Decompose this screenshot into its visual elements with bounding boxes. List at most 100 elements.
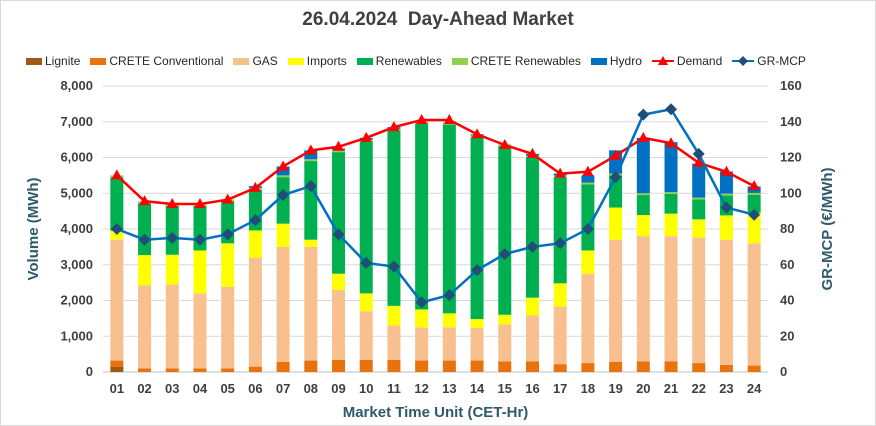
- x-tick-label: 12: [414, 381, 428, 396]
- legend-label: Hydro: [609, 54, 642, 68]
- x-tick-label: 13: [442, 381, 456, 396]
- legend-swatch: [590, 57, 607, 65]
- bar-renewables: [553, 177, 567, 284]
- bar-crete-conventional: [442, 360, 456, 372]
- x-tick-label: 21: [664, 381, 678, 396]
- bar-gas: [248, 257, 262, 367]
- bar-imports: [747, 212, 761, 244]
- marker-demand: [637, 131, 649, 142]
- marker-demand: [388, 121, 400, 132]
- bar-renewables: [498, 146, 512, 315]
- bar-crete-conventional: [304, 360, 318, 372]
- legend-item-hydro: Hydro: [590, 54, 642, 68]
- marker-gr-mcp: [387, 260, 400, 273]
- y2-axis-title: GR-MCP (€/MWh): [819, 167, 836, 290]
- bar-renewables: [332, 152, 346, 274]
- bar-hydro: [276, 166, 290, 176]
- bar-crete-renewables: [332, 150, 346, 153]
- bar-gas: [553, 306, 567, 365]
- marker-gr-mcp: [692, 147, 705, 160]
- bar-crete-conventional: [609, 361, 623, 372]
- bar-gas: [332, 289, 346, 360]
- bar-imports: [719, 215, 733, 240]
- bar-renewables: [664, 193, 678, 214]
- legend-label: CRETE Conventional: [109, 54, 224, 68]
- x-tick-label: 14: [470, 381, 485, 396]
- y-tick-label: 0: [86, 364, 93, 379]
- bar-renewables: [692, 199, 706, 220]
- marker-gr-mcp: [193, 233, 206, 246]
- bar-crete-conventional: [664, 361, 678, 372]
- legend-swatch: [90, 57, 107, 65]
- x-tick-label: 04: [193, 381, 208, 396]
- bar-crete-renewables: [719, 193, 733, 196]
- bar-crete-conventional: [719, 364, 733, 372]
- bar-crete-conventional: [138, 368, 152, 372]
- marker-gr-mcp: [415, 296, 428, 309]
- marker-gr-mcp: [526, 240, 539, 253]
- marker-gr-mcp: [665, 103, 678, 116]
- bar-imports: [498, 314, 512, 325]
- bar-imports: [525, 297, 539, 316]
- bar-imports: [387, 305, 401, 326]
- legend-label: GR-MCP: [757, 54, 806, 68]
- bar-renewables: [636, 195, 650, 216]
- bar-crete-conventional: [248, 366, 262, 372]
- marker-gr-mcp: [748, 208, 761, 221]
- marker-demand: [665, 137, 677, 148]
- bar-gas: [664, 236, 678, 362]
- legend-swatch: [287, 57, 304, 65]
- bar-gas: [415, 327, 429, 361]
- bar-hydro: [581, 175, 595, 183]
- legend-label: CRETE Renewables: [470, 54, 581, 68]
- bar-hydro: [664, 142, 678, 193]
- bar-renewables: [359, 141, 373, 294]
- legend-item-gas: GAS: [233, 54, 278, 68]
- marker-demand: [610, 149, 622, 160]
- bar-renewables: [747, 194, 761, 213]
- bar-gas: [387, 325, 401, 360]
- bar-crete-renewables: [636, 193, 650, 196]
- bar-imports: [636, 215, 650, 237]
- bar-imports: [276, 223, 290, 247]
- line-demand: [116, 118, 755, 206]
- bar-hydro: [304, 150, 318, 160]
- bar-renewables: [138, 203, 152, 256]
- bar-gas: [581, 273, 595, 364]
- bar-imports: [304, 239, 318, 247]
- marker-gr-mcp: [637, 108, 650, 121]
- bar-imports: [470, 319, 484, 329]
- bar-crete-conventional: [692, 363, 706, 372]
- legend-item-crete-conventional: CRETE Conventional: [90, 54, 223, 68]
- legend-label: Demand: [676, 54, 723, 68]
- bar-gas: [747, 243, 761, 366]
- x-tick-label: 19: [608, 381, 622, 396]
- marker-demand: [222, 193, 234, 204]
- y2-tick-label: 20: [780, 328, 794, 343]
- marker-demand: [333, 140, 345, 151]
- y2-tick-label: 60: [780, 257, 794, 272]
- x-tick-label: 22: [691, 381, 705, 396]
- y-tick-label: 4,000: [60, 221, 93, 236]
- marker-gr-mcp: [554, 237, 567, 250]
- bar-imports: [248, 230, 262, 258]
- bar-crete-conventional: [636, 361, 650, 372]
- legend-label: GAS: [252, 54, 278, 68]
- bar-renewables: [581, 184, 595, 251]
- bar-imports: [193, 250, 207, 294]
- x-tick-label: 18: [581, 381, 595, 396]
- marker-gr-mcp: [360, 256, 373, 269]
- x-tick-label: 24: [747, 381, 762, 396]
- bar-crete-conventional: [525, 361, 539, 372]
- legend-swatch: [233, 57, 250, 65]
- x-axis-title: Market Time Unit (CET-Hr): [343, 404, 529, 421]
- x-tick-label: 15: [498, 381, 512, 396]
- x-tick-label: 05: [220, 381, 234, 396]
- marker-demand: [416, 113, 428, 124]
- y2-tick-label: 120: [780, 150, 802, 165]
- bar-gas: [304, 246, 318, 361]
- marker-demand: [499, 138, 511, 149]
- bar-imports: [442, 313, 456, 328]
- y-tick-label: 2,000: [60, 293, 93, 308]
- bar-gas: [636, 236, 650, 362]
